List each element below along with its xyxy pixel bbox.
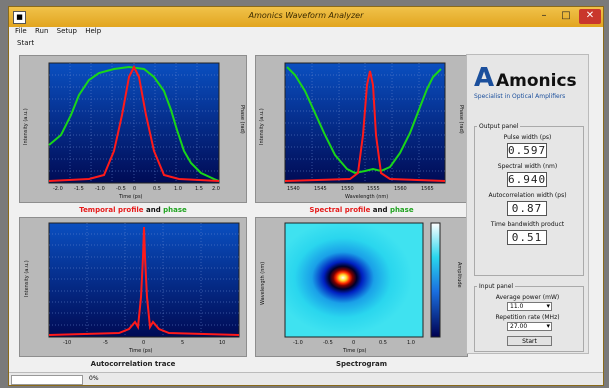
x-tick: -0.5 bbox=[323, 340, 333, 346]
tbp-label: Time bandwidth product bbox=[490, 221, 565, 228]
y2-axis-label: Phase (rad) bbox=[458, 105, 464, 134]
x-tick: 1540 bbox=[287, 186, 300, 192]
output-panel bbox=[474, 126, 584, 276]
input-panel bbox=[474, 286, 584, 352]
pulse-width-label: Pulse width (ps) bbox=[503, 134, 552, 141]
x-tick: 1565 bbox=[421, 186, 434, 192]
intensity-trace bbox=[48, 64, 220, 182]
x-tick: -2.0 bbox=[53, 186, 63, 192]
output-panel-title: Output panel bbox=[477, 123, 521, 130]
x-tick: 1.0 bbox=[407, 340, 415, 346]
maximize-button[interactable]: □ bbox=[561, 10, 571, 21]
caption-and: and bbox=[145, 206, 161, 214]
spectral-phase-trace bbox=[286, 66, 442, 175]
close-button[interactable]: ✕ bbox=[579, 9, 601, 24]
y-axis-label: Intensity (a.u.) bbox=[24, 260, 30, 297]
autocorr-plot: -10 -5 0 5 10 Time (ps) Intensity (a.u.) bbox=[24, 222, 240, 354]
caption-phase: phase bbox=[389, 206, 414, 214]
x-tick: -1.0 bbox=[95, 186, 105, 192]
rep-rate-select[interactable]: 27.00 bbox=[507, 322, 552, 331]
x-tick: 1.0 bbox=[174, 186, 182, 192]
x-tick: 0 bbox=[352, 340, 355, 346]
x-tick: 1545 bbox=[314, 186, 327, 192]
window-title: Amonics Waveform Analyzer bbox=[248, 11, 364, 20]
x-tick: 0 bbox=[133, 186, 136, 192]
x-tick: 1555 bbox=[367, 186, 380, 192]
spectrogram-plot: -1.0 -0.5 0 0.5 1.0 Time (ps) Wavelength… bbox=[260, 222, 462, 354]
title-bar[interactable]: ■ Amonics Waveform Analyzer – □ ✕ bbox=[9, 7, 603, 27]
x-tick: 10 bbox=[219, 340, 225, 346]
x-tick: -0.5 bbox=[116, 186, 126, 192]
svg-text:A: A bbox=[474, 63, 494, 93]
spectrogram-caption: Spectrogram bbox=[335, 360, 388, 368]
toolbar-start-button[interactable]: Start bbox=[17, 39, 35, 47]
status-text: 0% bbox=[89, 375, 99, 382]
amonics-logo: A Amonics Specialist in Optical Amplifie… bbox=[470, 56, 586, 106]
avg-power-select[interactable]: 11.0 bbox=[507, 302, 552, 311]
temporal-caption: Temporal profile and phase bbox=[19, 206, 247, 214]
spectral-width-label: Spectral width (nm) bbox=[497, 163, 558, 170]
x-axis-label: Time (ps) bbox=[128, 348, 153, 354]
x-tick: -10 bbox=[63, 340, 71, 346]
phase-trace bbox=[48, 65, 220, 182]
menu-setup[interactable]: Setup bbox=[56, 27, 77, 35]
colorbar-label: Amplitude bbox=[456, 262, 462, 288]
x-axis-label: Wavelength (nm) bbox=[345, 194, 388, 200]
spectral-caption: Spectral profile and phase bbox=[255, 206, 468, 214]
caption-spectral-profile: Spectral profile bbox=[309, 206, 371, 214]
x-tick: 1550 bbox=[341, 186, 354, 192]
autocorr-width-label: Autocorrelation width (ps) bbox=[488, 192, 567, 199]
x-tick: 1.5 bbox=[195, 186, 203, 192]
menu-help[interactable]: Help bbox=[85, 27, 102, 35]
avg-power-label: Average power (mW) bbox=[495, 294, 560, 301]
x-tick: 0.5 bbox=[379, 340, 387, 346]
rep-rate-label: Repetition rate (MHz) bbox=[495, 314, 560, 321]
autocorr-trace bbox=[48, 226, 240, 336]
app-icon: ■ bbox=[13, 11, 26, 24]
y-axis-label: Wavelength (nm) bbox=[260, 262, 266, 305]
start-button[interactable]: Start bbox=[507, 336, 552, 346]
tbp-display: 0.51 bbox=[507, 230, 547, 245]
progress-bar bbox=[11, 375, 83, 385]
menu-run[interactable]: Run bbox=[34, 27, 49, 35]
x-tick: -5 bbox=[103, 340, 108, 346]
y2-axis-label: Phase (rad) bbox=[239, 105, 245, 134]
logo-brand: Amonics bbox=[496, 71, 577, 91]
status-bar: 0% bbox=[9, 372, 603, 385]
x-tick: -1.5 bbox=[74, 186, 84, 192]
x-tick: 0 bbox=[142, 340, 145, 346]
caption-temporal-profile: Temporal profile bbox=[79, 206, 144, 214]
input-panel-title: Input panel bbox=[477, 283, 516, 290]
x-tick: -1.0 bbox=[293, 340, 303, 346]
x-axis-label: Time (ps) bbox=[342, 348, 367, 354]
logo-tagline: Specialist in Optical Amplifiers bbox=[474, 93, 565, 100]
spectral-intensity-trace bbox=[284, 70, 446, 182]
x-tick: 0.5 bbox=[153, 186, 161, 192]
menu-bar: File Run Setup Help bbox=[9, 27, 603, 38]
caption-phase: phase bbox=[163, 206, 187, 214]
x-axis-label: Time (ps) bbox=[118, 194, 143, 200]
spectral-width-display: 6.940 bbox=[507, 172, 547, 187]
spectral-plot: 1540 1545 1550 1555 1560 1565 Wavelength… bbox=[259, 62, 464, 200]
y-axis-label: Intensity (a.u.) bbox=[23, 108, 29, 145]
autocorr-width-display: 0.87 bbox=[507, 201, 547, 216]
minimize-button[interactable]: – bbox=[541, 10, 547, 21]
pulse-width-display: 0.597 bbox=[507, 143, 547, 158]
x-tick: 5 bbox=[181, 340, 184, 346]
temporal-plot: -2.0 -1.5 -1.0 -0.5 0 0.5 1.0 1.5 2.0 Ti… bbox=[23, 62, 245, 200]
autocorr-caption: Autocorrelation trace bbox=[90, 360, 176, 368]
y-axis-label: Intensity (a.u.) bbox=[259, 108, 265, 145]
x-tick: 2.0 bbox=[212, 186, 220, 192]
menu-file[interactable]: File bbox=[15, 27, 27, 35]
caption-and: and bbox=[372, 206, 388, 214]
x-tick: 1560 bbox=[394, 186, 407, 192]
